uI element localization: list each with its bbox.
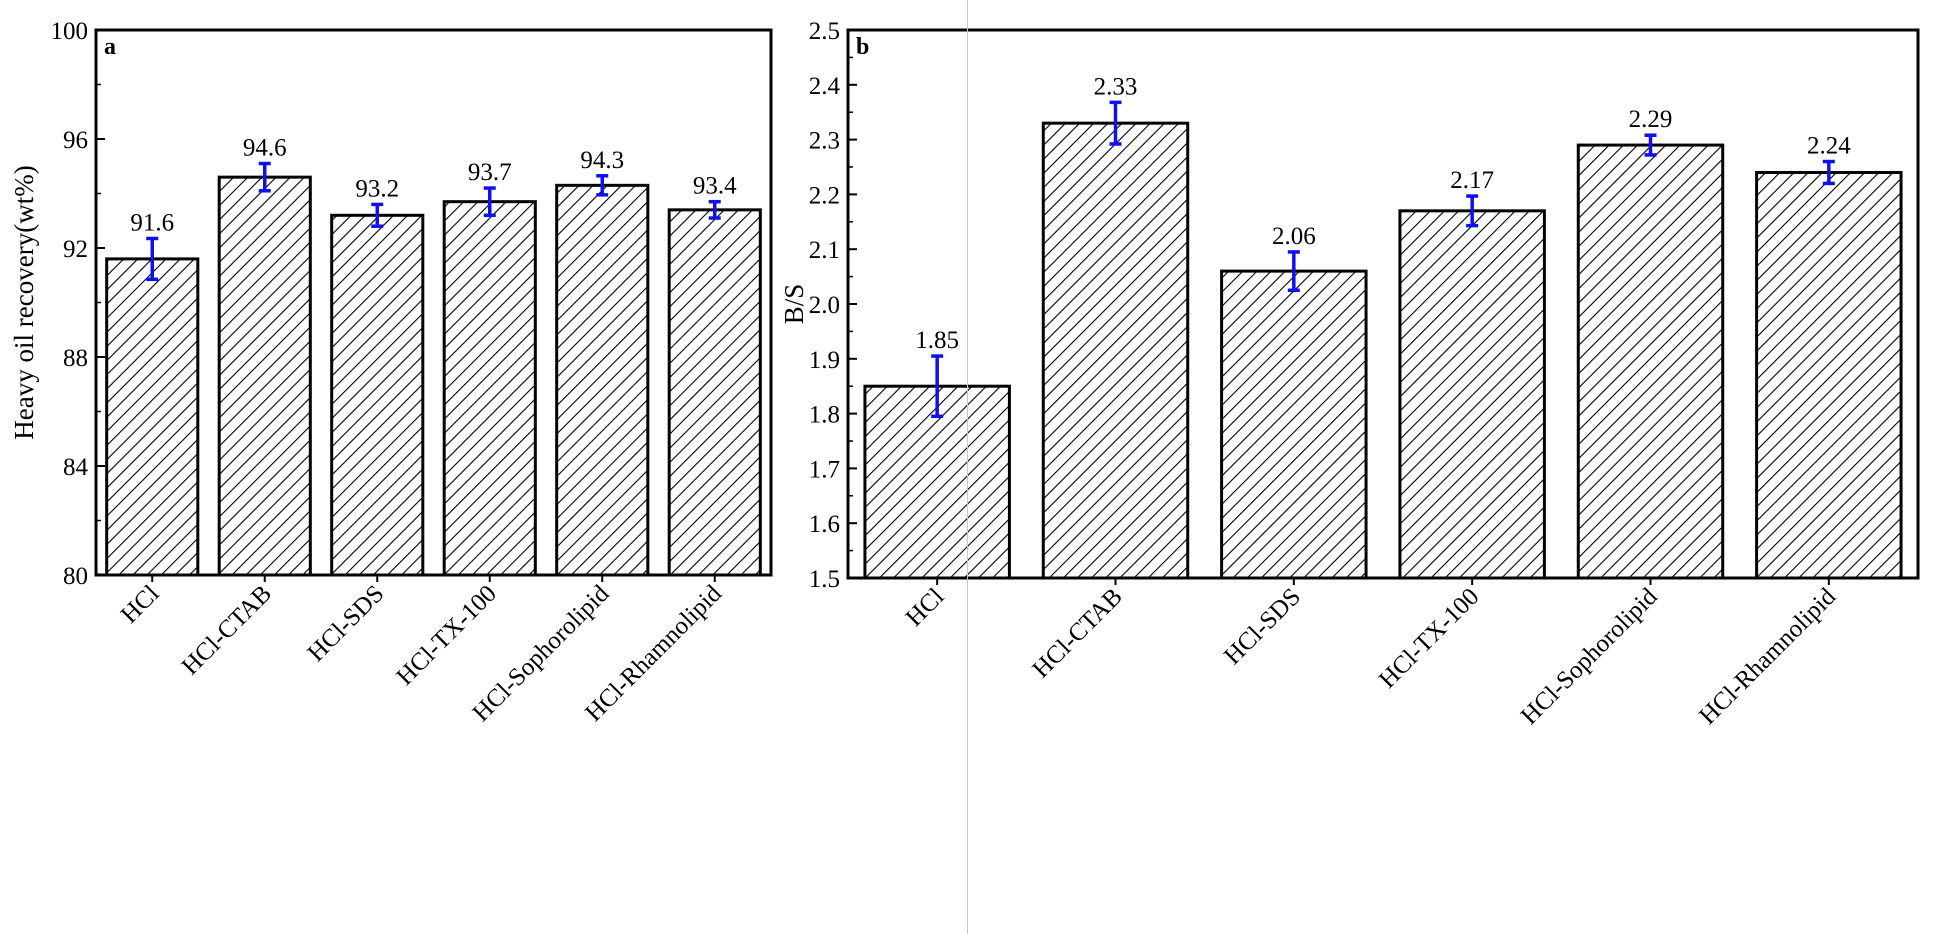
data-label: 93.2 <box>355 175 399 202</box>
x-tick-label: HCl <box>901 583 950 632</box>
y-tick-label: 2.3 <box>809 128 840 155</box>
y-tick-label: 96 <box>63 127 88 154</box>
bar <box>1041 121 1190 580</box>
data-label: 94.6 <box>243 135 287 162</box>
panel-label: b <box>856 34 869 60</box>
data-label: 2.06 <box>1272 223 1316 250</box>
plot-frame <box>94 28 773 577</box>
y-tick-label: 100 <box>51 18 89 45</box>
error-bar <box>483 186 496 218</box>
x-tick-label: HCl-SDS <box>303 580 390 667</box>
y-axis-title: B/S <box>779 284 809 325</box>
data-label: 2.24 <box>1807 133 1851 160</box>
panel-b: 1.85 HCl 2.33 HCl-CTAB 2.06 HCl-SDS 2.17 HCl-TX… <box>779 18 1920 730</box>
y-tick-label: 2.1 <box>809 237 840 264</box>
error-bar <box>596 174 609 197</box>
bar <box>667 208 762 577</box>
bar <box>1220 269 1368 580</box>
plot-frame <box>846 28 1920 580</box>
y-tick-label: 1.9 <box>809 347 840 374</box>
data-label: 94.3 <box>580 147 624 174</box>
panel-a: 91.6 HCl 94.6 HCl-CTAB 93.2 HCl-SDS 93.7 HCl-TX… <box>9 18 773 727</box>
bar <box>863 384 1011 580</box>
x-tick-label: HCl <box>116 580 165 629</box>
bar <box>1576 143 1725 580</box>
x-tick-label: HCl-Rhamnolipid <box>1694 583 1841 730</box>
error-bar <box>708 199 721 220</box>
error-bar <box>258 161 271 193</box>
bar <box>555 183 650 577</box>
panel-divider <box>967 0 968 934</box>
y-axis-title: Heavy oil recovery(wt%) <box>9 165 39 439</box>
error-bar <box>1822 159 1835 186</box>
bar <box>1755 170 1903 580</box>
data-label: 1.85 <box>915 327 959 354</box>
x-tick-label: HCl-TX-100 <box>392 580 502 690</box>
data-label: 2.29 <box>1629 106 1673 133</box>
y-tick-label: 92 <box>63 236 88 263</box>
y-tick-label: 88 <box>63 345 88 372</box>
x-tick-label: HCl-TX-100 <box>1374 583 1484 693</box>
error-bar <box>146 236 159 282</box>
bar <box>1398 209 1546 580</box>
bar <box>330 213 425 577</box>
x-tick-label: HCl-SDS <box>1219 583 1306 670</box>
data-label: 93.4 <box>693 173 737 200</box>
y-tick-label: 1.8 <box>809 402 840 429</box>
bar <box>442 200 537 577</box>
y-tick-label: 1.6 <box>809 511 840 538</box>
y-tick-label: 80 <box>63 563 88 590</box>
y-tick-label: 1.5 <box>809 566 840 593</box>
y-tick-label: 2.0 <box>809 292 840 319</box>
bar <box>217 175 312 577</box>
error-bar <box>1466 194 1479 228</box>
error-bar <box>931 354 944 419</box>
error-bar <box>1644 133 1657 157</box>
y-tick-label: 2.4 <box>809 73 841 100</box>
data-label: 93.7 <box>468 159 512 186</box>
bar <box>105 257 200 577</box>
y-tick-label: 1.7 <box>809 456 840 483</box>
y-tick-label: 84 <box>63 454 89 481</box>
data-label: 91.6 <box>130 209 174 236</box>
x-tick-label: HCl-CTAB <box>1028 583 1128 683</box>
x-tick-label: HCl-CTAB <box>177 580 277 680</box>
x-tick-label: HCl-Sophorolipid <box>1516 583 1663 730</box>
error-bar <box>371 202 384 228</box>
data-label: 2.17 <box>1450 167 1494 194</box>
error-bar <box>1109 100 1122 146</box>
y-tick-label: 2.2 <box>809 182 840 209</box>
data-label: 2.33 <box>1094 73 1138 100</box>
panel-label: a <box>104 34 116 60</box>
error-bar <box>1287 250 1300 293</box>
y-tick-label: 2.5 <box>809 18 840 45</box>
